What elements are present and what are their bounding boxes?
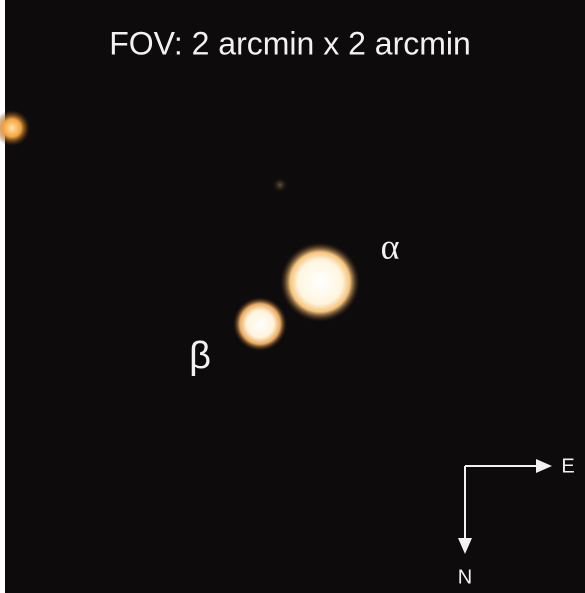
label-beta: β [189,335,211,377]
star-beta [233,297,287,351]
caption: FOV: 2 arcmin x 2 arcmin [109,25,471,61]
label-alpha: α [381,226,400,266]
compass-north: N [458,566,472,588]
star [272,177,288,193]
star-alpha [280,242,360,322]
page: FOV: 2 arcmin x 2 arcmin α β E N (() => … [0,0,585,593]
sky-image: FOV: 2 arcmin x 2 arcmin α β E N [0,0,585,593]
compass-east: E [561,455,574,477]
